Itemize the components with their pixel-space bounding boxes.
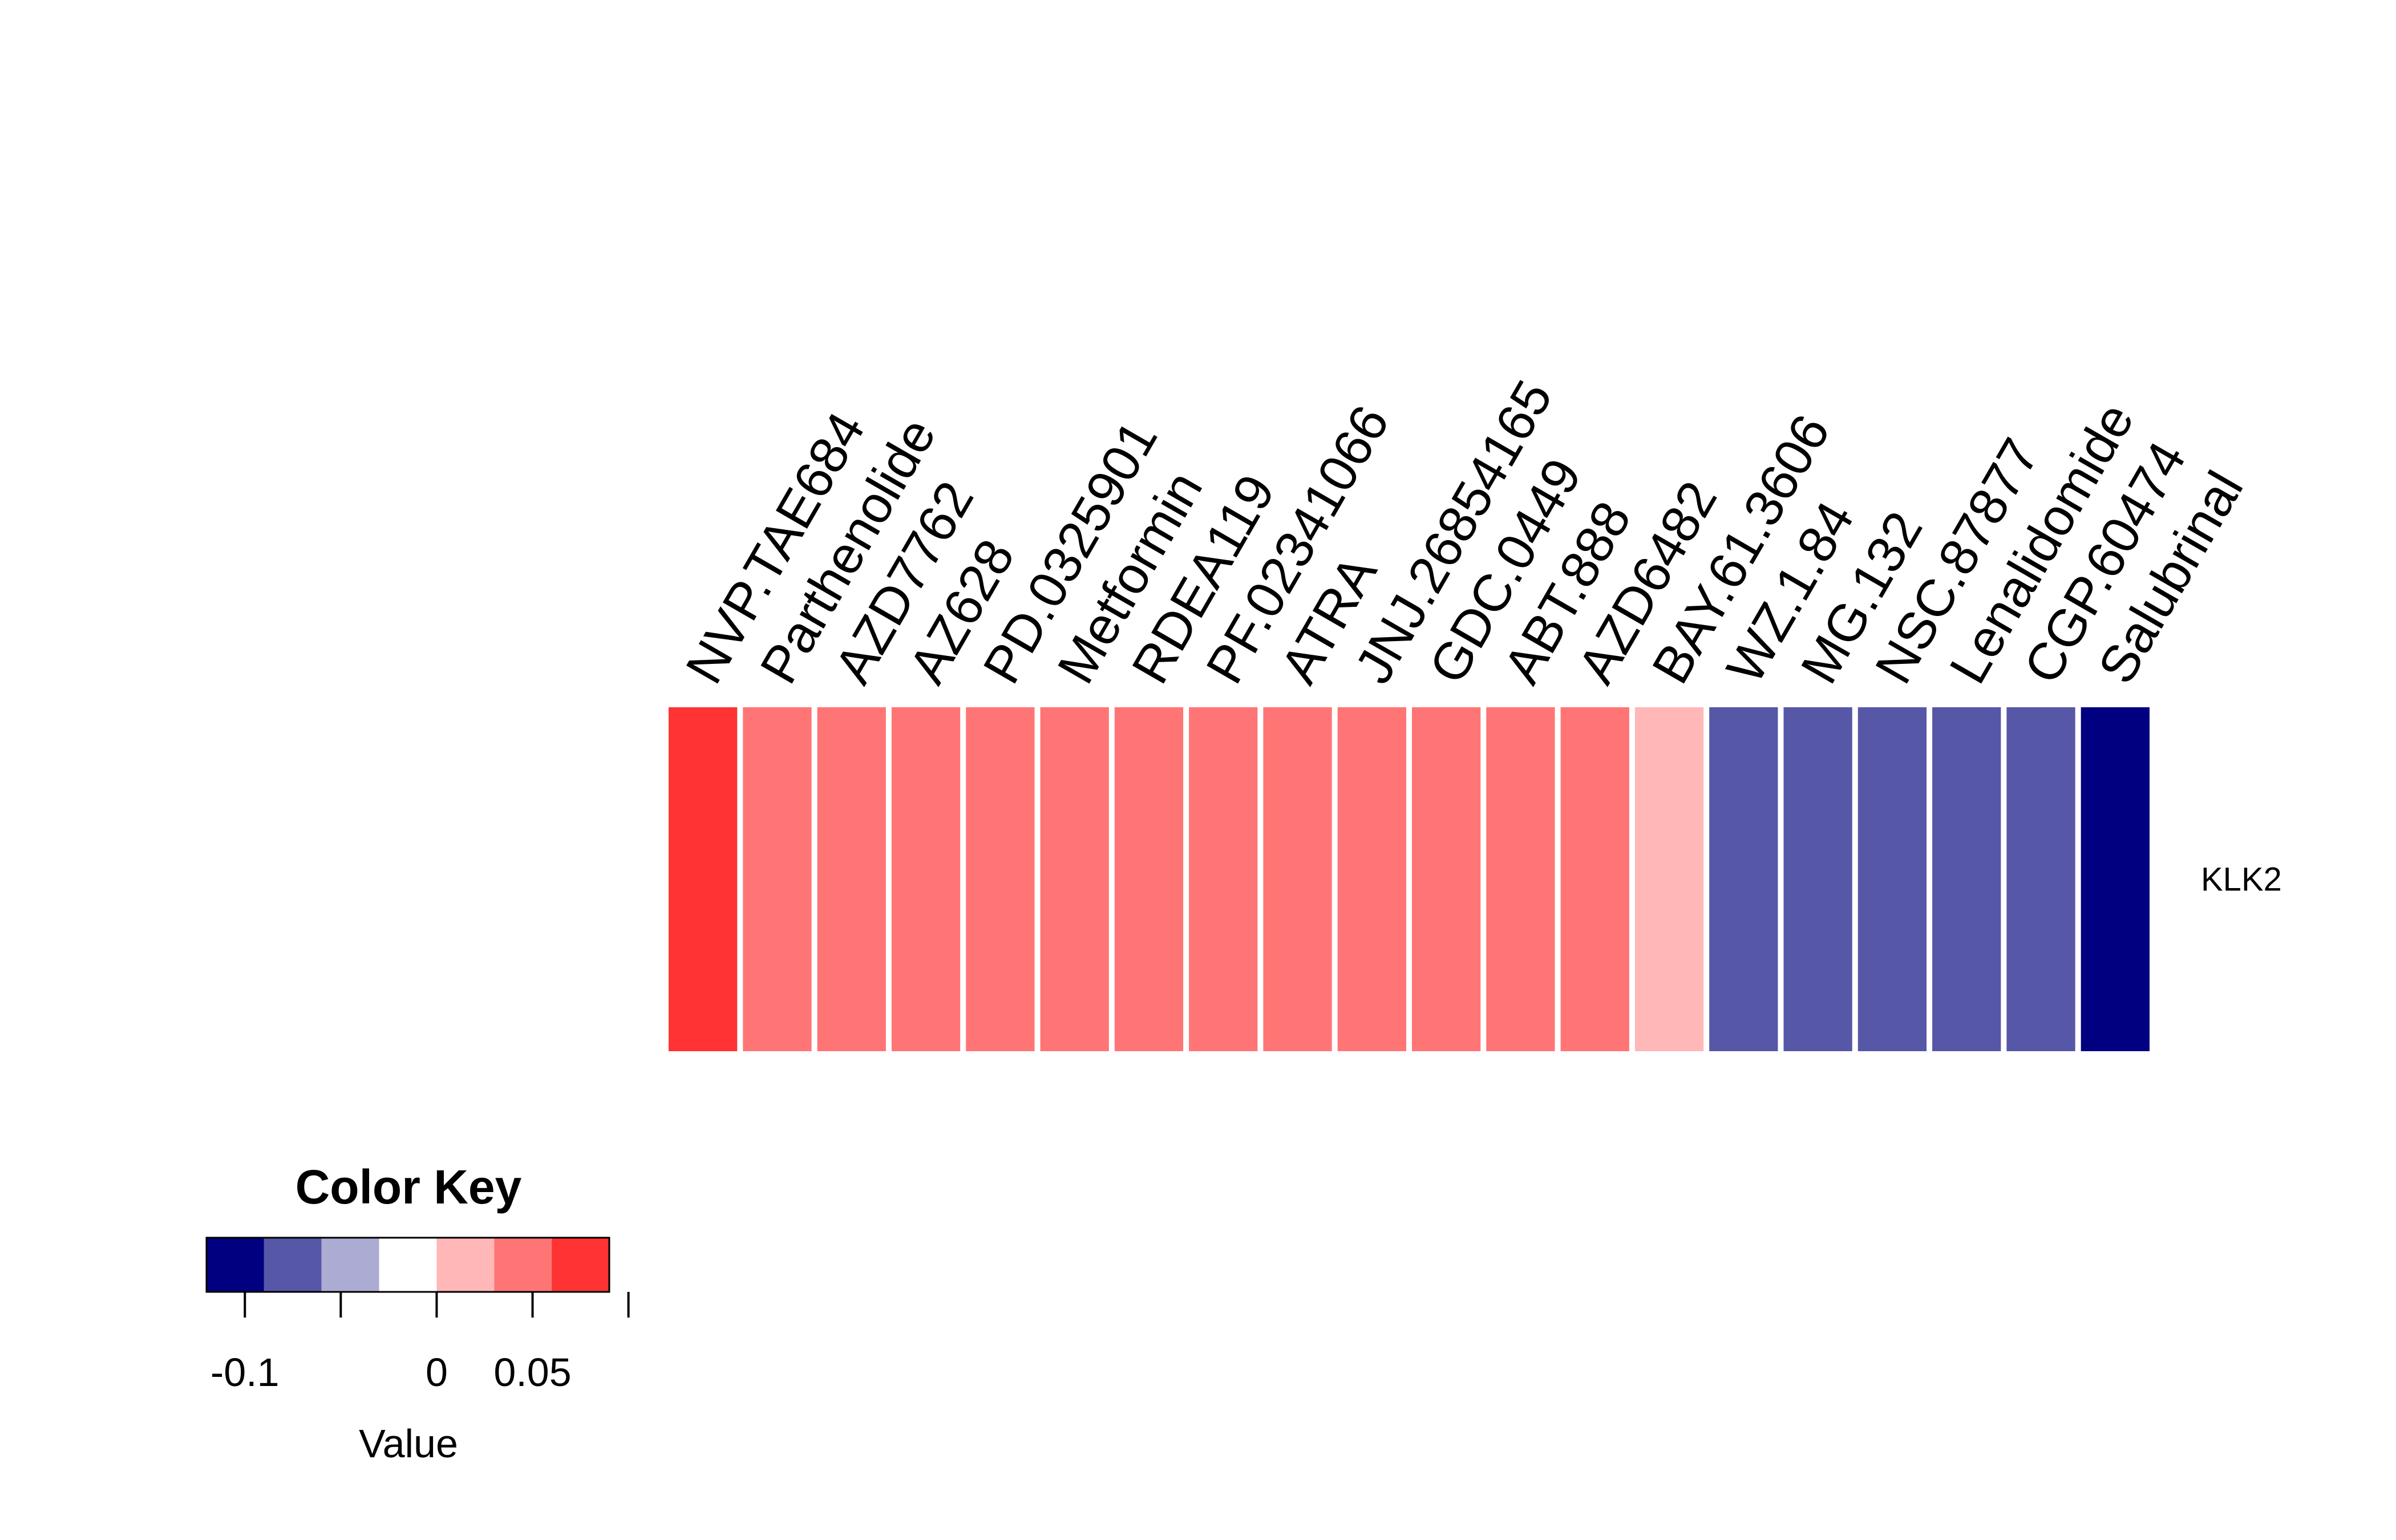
heatmap-cell [1634, 707, 1704, 1051]
heatmap-cells [669, 707, 2150, 1051]
heatmap-cell [1114, 707, 1184, 1051]
color-key-bin [379, 1238, 437, 1292]
color-key: Color Key -0.1 0 0.05 Value [205, 1160, 630, 1466]
heatmap-cell [2006, 707, 2075, 1051]
heatmap-cell [1709, 707, 1778, 1051]
heatmap-cell [1932, 707, 2001, 1051]
color-key-bin [436, 1238, 495, 1292]
heatmap-cell [1040, 707, 1109, 1051]
heatmap-cell [1486, 707, 1555, 1051]
heatmap-cell [1337, 707, 1406, 1051]
heatmap-cell [743, 707, 812, 1051]
heatmap-cell [1560, 707, 1629, 1051]
color-key-bin [321, 1238, 379, 1292]
heatmap-cell [1263, 707, 1332, 1051]
row-labels: KLK2 [2201, 861, 2282, 898]
heatmap-cell [966, 707, 1035, 1051]
heatmap-cell [2081, 707, 2150, 1051]
heatmap-cell [891, 707, 961, 1051]
color-key-border [205, 1237, 610, 1293]
heatmap-cell [1189, 707, 1258, 1051]
color-key-tick-label: 0 [426, 1350, 448, 1395]
heatmap-cell [669, 707, 738, 1051]
heatmap-cell [817, 707, 886, 1051]
column-labels: NVP.TAE684ParthenolideAZD7762AZ628PD.032… [675, 371, 2255, 693]
color-key-bin [207, 1238, 264, 1292]
heatmap-cell [1783, 707, 1852, 1051]
heatmap-cell [1412, 707, 1481, 1051]
color-key-axis-label: Value [359, 1421, 458, 1466]
color-key-bin [494, 1238, 552, 1292]
color-key-tick-label: -0.1 [211, 1350, 280, 1395]
color-key-bins [207, 1238, 609, 1292]
color-key-title: Color Key [296, 1160, 522, 1214]
color-key-bin [264, 1238, 322, 1292]
color-key-ticks: -0.1 0 0.05 [211, 1292, 630, 1395]
color-key-tick-label: 0.05 [493, 1350, 571, 1395]
color-key-bin [552, 1238, 609, 1292]
row-label: KLK2 [2201, 861, 2282, 898]
heatmap-cell [1857, 707, 1927, 1051]
